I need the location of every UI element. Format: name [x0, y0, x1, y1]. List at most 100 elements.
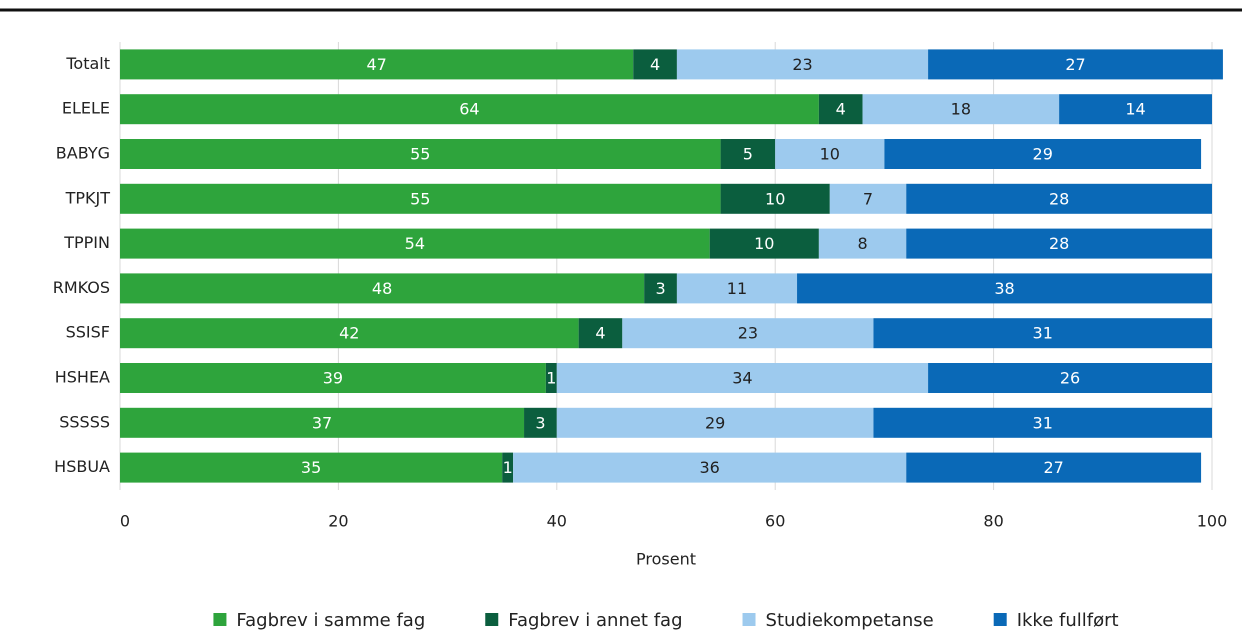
data-label: 10	[765, 189, 785, 208]
legend-label: Fagbrev i samme fag	[236, 610, 425, 631]
data-label: 1	[546, 369, 556, 388]
bar-segment	[502, 452, 514, 483]
data-label: 42	[339, 324, 359, 343]
bar-segment	[862, 94, 1060, 125]
legend-swatch	[213, 613, 227, 626]
data-label: 47	[366, 55, 386, 74]
bar-segment	[709, 228, 819, 259]
data-label: 37	[312, 413, 332, 432]
bar-segment	[873, 407, 1212, 438]
data-label: 36	[700, 458, 720, 477]
data-label: 38	[994, 279, 1014, 298]
data-label: 28	[1049, 189, 1069, 208]
x-tick-label: 100	[1197, 512, 1228, 531]
bar-segment	[884, 139, 1202, 169]
bar-segment	[873, 318, 1212, 349]
data-label: 34	[732, 369, 752, 388]
data-label: 39	[323, 369, 343, 388]
data-label: 11	[727, 279, 747, 298]
data-label: 4	[836, 100, 846, 119]
data-label: 35	[301, 458, 321, 477]
data-label: 29	[705, 413, 725, 432]
data-label: 28	[1049, 234, 1069, 253]
data-label: 5	[743, 145, 753, 164]
y-tick-label: BABYG	[56, 144, 110, 163]
legend-label: Studiekompetanse	[766, 610, 934, 631]
bar-segment	[120, 139, 721, 169]
y-tick-label: HSBUA	[54, 457, 110, 476]
x-tick-label: 80	[983, 512, 1003, 531]
legend-swatch	[485, 613, 499, 626]
bar-segment	[906, 452, 1202, 483]
bar-segment	[775, 139, 885, 169]
legend-swatch	[742, 613, 756, 626]
y-tick-label: RMKOS	[53, 278, 110, 297]
bar-segment	[120, 407, 525, 438]
bar-segment	[513, 452, 907, 483]
bar-segment	[120, 183, 721, 214]
bar-segment	[120, 94, 819, 125]
data-label: 54	[405, 234, 425, 253]
bar-segment	[120, 49, 634, 80]
x-axis-label: Prosent	[636, 550, 696, 569]
data-label: 10	[820, 145, 840, 164]
bar-segment	[818, 228, 907, 259]
bar-segment	[556, 407, 874, 438]
y-tick-label: TPPIN	[63, 233, 110, 252]
y-tick-label: Totalt	[65, 54, 110, 73]
bar-segment	[120, 452, 503, 483]
bar-segment	[120, 273, 645, 304]
bar-segment	[797, 273, 1212, 304]
x-tick-label: 20	[328, 512, 348, 531]
bar-segment	[720, 139, 776, 169]
data-label: 27	[1043, 458, 1063, 477]
bar-segment	[818, 94, 863, 125]
bar-segment	[928, 363, 1212, 393]
bar-segment	[644, 273, 677, 304]
bar-segment	[720, 183, 830, 214]
y-tick-label: HSHEA	[55, 368, 110, 387]
data-label: 55	[410, 189, 430, 208]
data-label: 31	[1033, 413, 1053, 432]
data-label: 23	[738, 324, 758, 343]
data-label: 26	[1060, 369, 1080, 388]
y-tick-label: SSSSS	[59, 412, 110, 431]
bar-segment	[524, 407, 557, 438]
bar-segment	[120, 318, 579, 349]
data-label: 4	[595, 324, 605, 343]
data-label: 31	[1033, 324, 1053, 343]
data-label: 3	[655, 279, 665, 298]
data-label: 23	[792, 55, 812, 74]
bar-segment	[829, 183, 907, 214]
data-label: 27	[1065, 55, 1085, 74]
data-label: 64	[459, 100, 479, 119]
data-label: 55	[410, 145, 430, 164]
bar-segment	[120, 363, 546, 393]
bar-segment	[928, 49, 1223, 80]
legend-label: Ikke fullført	[1017, 610, 1119, 631]
data-label: 14	[1125, 100, 1145, 119]
x-tick-label: 60	[765, 512, 785, 531]
bar-segment	[906, 228, 1212, 259]
data-label: 7	[863, 189, 873, 208]
x-tick-label: 40	[547, 512, 567, 531]
legend-label: Fagbrev i annet fag	[508, 610, 682, 631]
bar-segment	[556, 363, 929, 393]
y-tick-label: SSISF	[66, 323, 110, 342]
data-label: 18	[951, 100, 971, 119]
data-label: 48	[372, 279, 392, 298]
y-tick-label: ELELE	[62, 99, 110, 118]
bar-segment	[1059, 94, 1212, 125]
bar-segment	[676, 49, 929, 80]
data-label: 8	[857, 234, 867, 253]
legend-swatch	[993, 613, 1007, 626]
bar-segment	[622, 318, 874, 349]
data-label: 1	[503, 458, 513, 477]
bar-segment	[578, 318, 623, 349]
data-label: 4	[650, 55, 660, 74]
data-label: 29	[1033, 145, 1053, 164]
y-tick-label: TPKJT	[65, 188, 111, 207]
bar-segment	[545, 363, 557, 393]
bar-segment	[633, 49, 677, 80]
